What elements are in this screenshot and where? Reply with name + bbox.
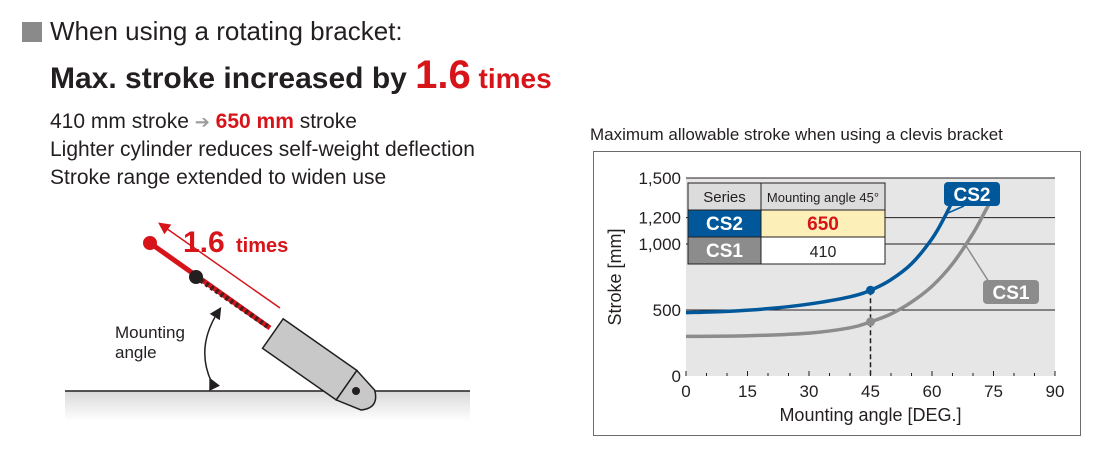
inset-header-angle: Mounting angle 45° xyxy=(767,190,879,205)
piston-rod xyxy=(148,240,272,331)
feature-range: Stroke range extended to widen use xyxy=(50,166,387,189)
inset-row-series: CS2 xyxy=(706,214,743,235)
x-tick-label: 45 xyxy=(861,382,880,401)
stroke-after-unit: stroke xyxy=(293,110,357,133)
ground-surface xyxy=(65,391,470,421)
x-tick-label: 60 xyxy=(923,382,942,401)
inset-row-label-bg xyxy=(687,209,762,238)
angle-label-line1: Mounting xyxy=(115,323,185,342)
x-axis-label: Mounting angle [DEG.] xyxy=(779,405,961,425)
stroke-chart: 0 15 30 45 60 75 90 0 500 1,000 1,200 1,500 Mounting… xyxy=(605,169,1065,425)
y-tick-label: 0 xyxy=(672,367,681,386)
x-tick-label: 30 xyxy=(800,382,819,401)
data-point-cs2 xyxy=(866,285,875,295)
stroke-after: 650 mm xyxy=(215,110,294,133)
section-heading: When using a rotating bracket: xyxy=(50,16,403,46)
headline: Max. stroke increased by 1.6 times xyxy=(50,55,552,99)
feature-stroke: 410 mm stroke ➔ 650 mm stroke xyxy=(50,108,475,136)
inset-table-header xyxy=(687,182,886,211)
rod-joint xyxy=(189,270,203,284)
headline-suffix: times xyxy=(470,63,552,94)
headline-factor: 1.6 xyxy=(415,53,471,97)
series-tag-label-cs1: CS1 xyxy=(993,283,1030,304)
x-tick-label: 75 xyxy=(984,382,1003,401)
inset-row-value: 410 xyxy=(810,244,837,261)
series-tag-label-cs2: CS2 xyxy=(954,185,991,206)
inset-row-value: 650 xyxy=(807,214,839,235)
y-tick-label: 1,500 xyxy=(638,169,681,188)
extension-arrow xyxy=(158,222,281,309)
series-tag-cs2 xyxy=(944,182,1000,206)
series-line-cs1 xyxy=(685,187,1000,339)
arrow-right-icon: ➔ xyxy=(194,112,210,132)
feature-deflection: Lighter cylinder reduces self-weight def… xyxy=(50,138,475,161)
y-axis-label: Stroke [mm] xyxy=(605,228,625,325)
inset-row-value-bg xyxy=(760,236,886,265)
factor-value: 1.6 xyxy=(183,226,225,259)
angle-arc xyxy=(204,306,222,392)
x-tick-label: 90 xyxy=(1046,382,1065,401)
rod-end xyxy=(143,236,157,250)
x-tick-label: 15 xyxy=(738,382,757,401)
inset-row-label-bg xyxy=(687,236,762,265)
data-point-cs1 xyxy=(866,317,875,327)
angle-label-line2: angle xyxy=(115,343,157,362)
rod-extension xyxy=(194,274,272,331)
feature-list: 410 mm stroke ➔ 650 mm stroke Lighter cy… xyxy=(50,108,475,192)
y-tick-label: 500 xyxy=(653,301,681,320)
y-tick-label: 1,000 xyxy=(638,235,681,254)
pivot-pin xyxy=(352,387,360,395)
section-marker xyxy=(22,22,42,42)
factor-unit: times xyxy=(236,235,288,257)
inset-header-series: Series xyxy=(703,189,746,206)
callout-leader-cs2 xyxy=(946,205,965,215)
y-tick-label: 1,200 xyxy=(638,209,681,228)
stroke-before: 410 mm stroke xyxy=(50,110,189,133)
inset-row-series: CS1 xyxy=(706,241,743,262)
headline-prefix: Max. stroke increased by xyxy=(50,62,416,95)
series-tag-cs1 xyxy=(983,280,1039,304)
chart-title: Maximum allowable stroke when using a cl… xyxy=(590,125,1003,144)
x-tick-label: 0 xyxy=(681,382,690,401)
cylinder-illustration: 1.6 times Mounting angle xyxy=(65,222,470,421)
